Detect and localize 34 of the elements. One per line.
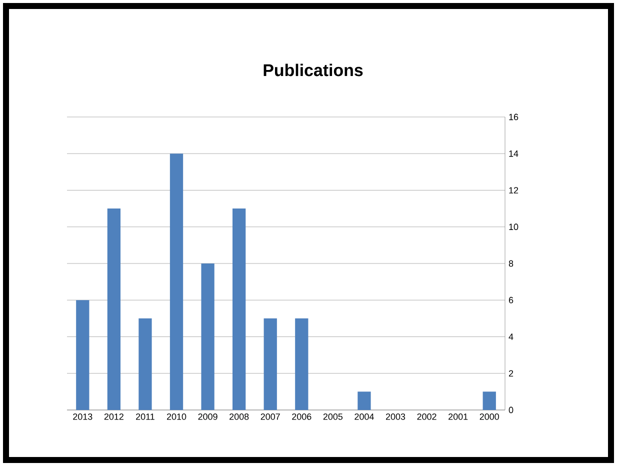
bar <box>201 263 214 410</box>
x-tick-label: 2005 <box>323 414 343 420</box>
x-tick-label: 2010 <box>166 414 186 420</box>
x-tick-label: 2013 <box>73 414 92 420</box>
bar <box>107 208 121 410</box>
bar <box>295 318 308 410</box>
bar <box>232 208 246 410</box>
x-tick-label: 2008 <box>230 414 249 420</box>
y-tick-label: 10 <box>509 224 518 230</box>
x-tick-label: 2004 <box>354 414 374 420</box>
y-tick-label: 12 <box>509 187 518 194</box>
y-tick-label: 6 <box>508 296 514 304</box>
x-tick-label: 2012 <box>104 414 124 420</box>
x-tick-label: 2000 <box>480 414 499 420</box>
y-tick-label: 16 <box>509 114 518 120</box>
bar <box>264 318 277 410</box>
chart-title: Publications <box>264 64 363 76</box>
x-tick-label: 2006 <box>292 414 312 420</box>
bar <box>482 392 496 410</box>
x-tick-label: 2001 <box>448 414 468 420</box>
bar <box>76 300 90 410</box>
y-tick-label: 4 <box>508 334 514 340</box>
x-tick-label: 2009 <box>198 414 218 420</box>
bar <box>138 318 152 410</box>
y-tick-label: 0 <box>508 406 514 414</box>
y-tick-label: 14 <box>509 150 518 157</box>
y-tick-label: 2 <box>508 370 514 376</box>
x-tick-label: 2007 <box>260 414 280 420</box>
bar <box>358 392 371 410</box>
x-tick-label: 2002 <box>417 414 436 420</box>
x-tick-label: 2011 <box>136 414 154 420</box>
y-tick-label: 8 <box>508 260 514 267</box>
bar <box>170 154 184 410</box>
x-tick-label: 2003 <box>386 414 406 420</box>
